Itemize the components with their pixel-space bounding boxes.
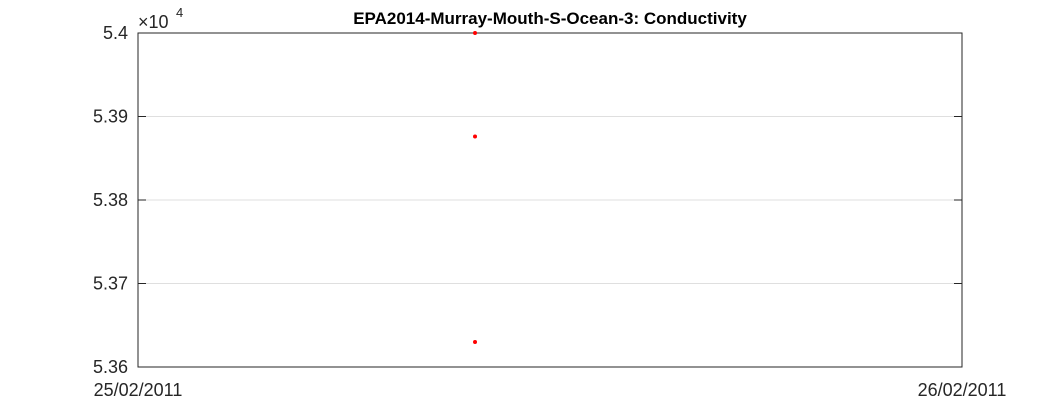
y-axis: 5.36 5.37 5.38 5.39 5.4 (93, 23, 962, 377)
y-exponent-power: 4 (176, 5, 183, 20)
x-tick-label: 26/02/2011 (918, 380, 1007, 400)
chart-title: EPA2014-Murray-Mouth-S-Ocean-3: Conducti… (353, 9, 747, 28)
y-tick-label: 5.4 (103, 23, 128, 43)
data-point (473, 31, 478, 35)
y-exponent-label: ×10 4 (138, 5, 183, 32)
y-tick-label: 5.39 (93, 107, 128, 127)
data-point (473, 339, 478, 344)
y-tick-label: 5.37 (93, 274, 128, 294)
grid-layer (138, 116, 962, 284)
plot-area: 5.36 5.37 5.38 5.39 5.4 25/02/2011 26/02/2011 (93, 23, 1006, 400)
data-point (473, 134, 478, 139)
y-tick-label: 5.36 (93, 357, 128, 377)
x-tick-label: 25/02/2011 (94, 380, 183, 400)
y-exponent-base: ×10 (138, 12, 169, 32)
data-points (473, 31, 478, 344)
y-tick-label: 5.38 (93, 190, 128, 210)
x-axis: 25/02/2011 26/02/2011 (94, 33, 1007, 400)
